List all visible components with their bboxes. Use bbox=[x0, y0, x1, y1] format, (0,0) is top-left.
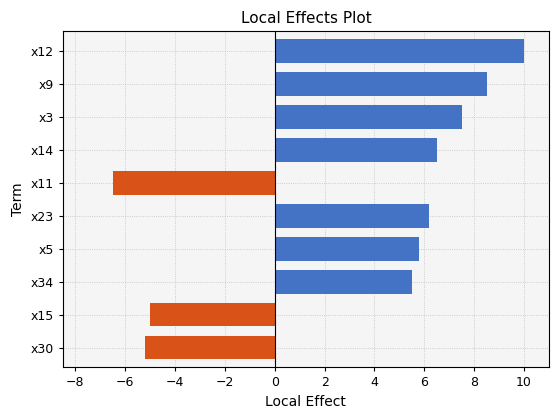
Bar bbox=[275, 105, 461, 129]
Bar bbox=[275, 237, 419, 261]
Bar bbox=[275, 39, 524, 63]
Bar bbox=[275, 270, 412, 294]
Bar bbox=[275, 204, 430, 228]
X-axis label: Local Effect: Local Effect bbox=[265, 395, 346, 409]
Title: Local Effects Plot: Local Effects Plot bbox=[241, 11, 371, 26]
Bar bbox=[275, 138, 437, 162]
Bar bbox=[275, 72, 487, 96]
Y-axis label: Term: Term bbox=[11, 183, 25, 216]
Bar bbox=[113, 171, 275, 195]
Bar bbox=[145, 336, 275, 360]
Bar bbox=[150, 303, 275, 326]
